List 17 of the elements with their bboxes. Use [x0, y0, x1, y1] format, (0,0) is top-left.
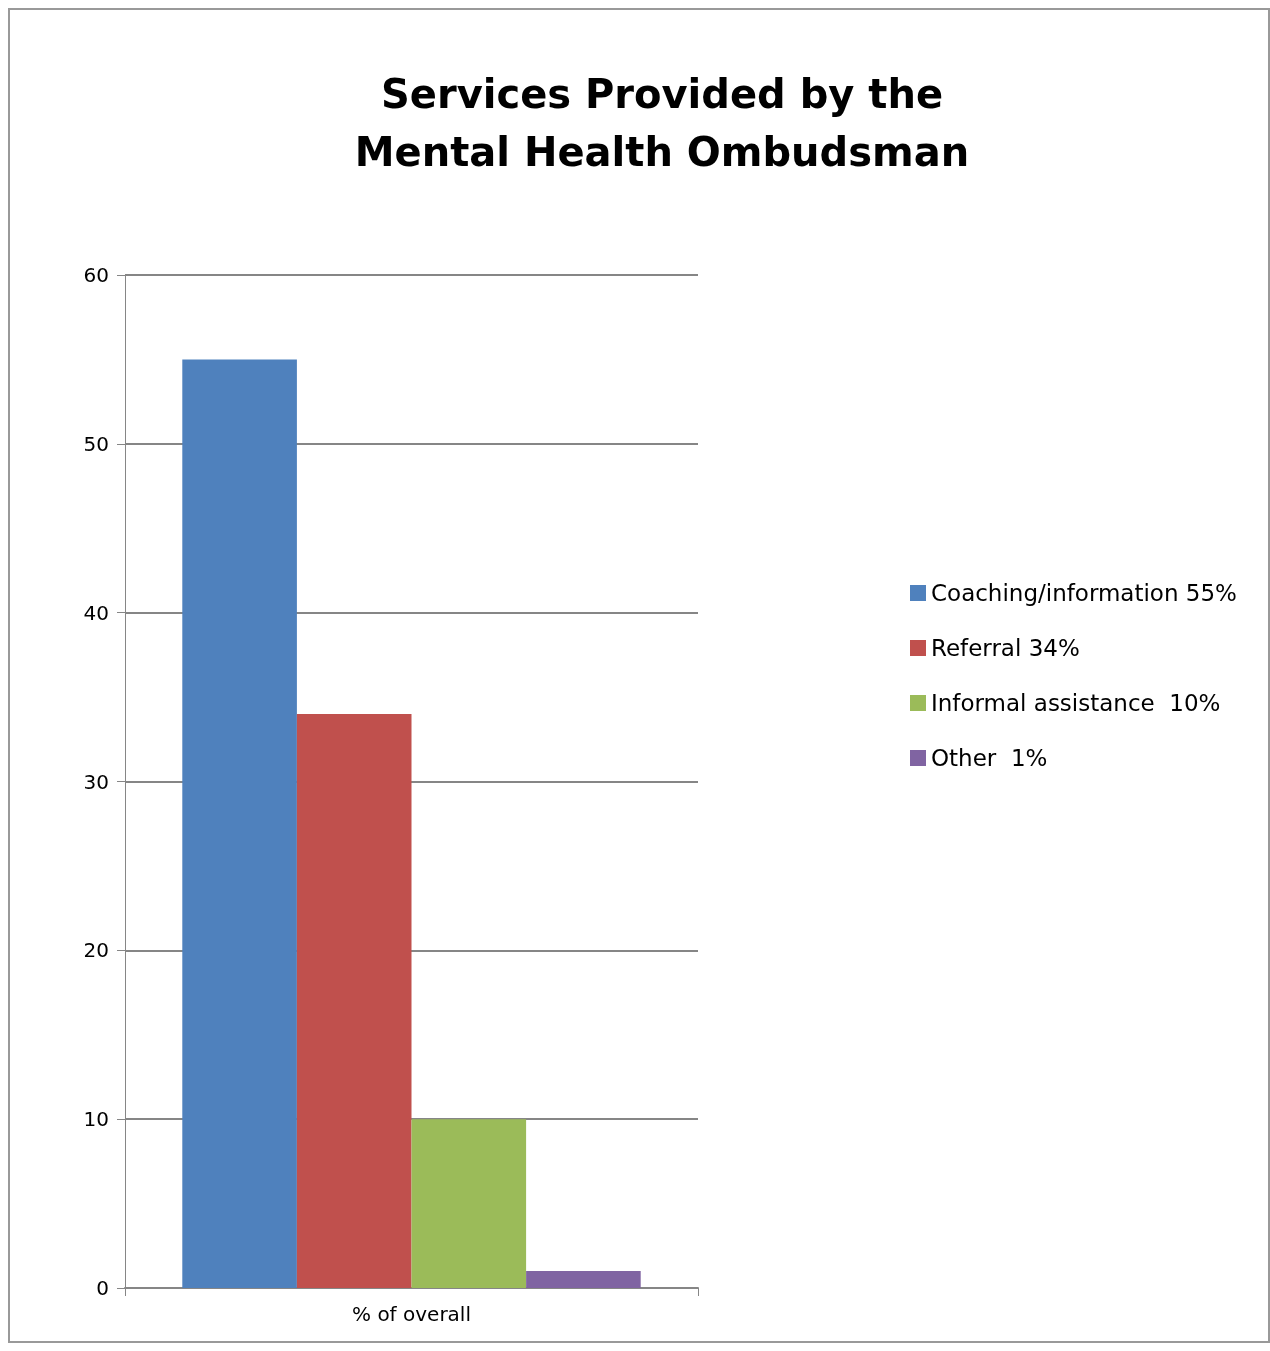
- y-tick-label: 50: [83, 431, 109, 456]
- bar: [182, 359, 297, 1288]
- bar: [296, 713, 412, 1288]
- y-tick-label: 0: [96, 1276, 109, 1300]
- legend-label: Referral 34%: [931, 635, 1080, 661]
- bar: [411, 1119, 527, 1288]
- x-tick-label: % of overall: [352, 1302, 471, 1326]
- legend-label: Coaching/information 55%: [931, 580, 1237, 606]
- legend-label: Other 1%: [931, 745, 1048, 771]
- y-tick-label: 60: [83, 263, 109, 287]
- bar: [526, 1271, 641, 1288]
- y-tick-label: 10: [83, 1107, 109, 1132]
- y-tick-label: 20: [83, 938, 109, 963]
- y-tick-label: 40: [83, 600, 109, 625]
- y-tick-label: 30: [83, 769, 109, 794]
- legend-label: Informal assistance 10%: [931, 690, 1221, 716]
- chart-title: Services Provided by the Mental Health Ombudsman: [354, 71, 970, 175]
